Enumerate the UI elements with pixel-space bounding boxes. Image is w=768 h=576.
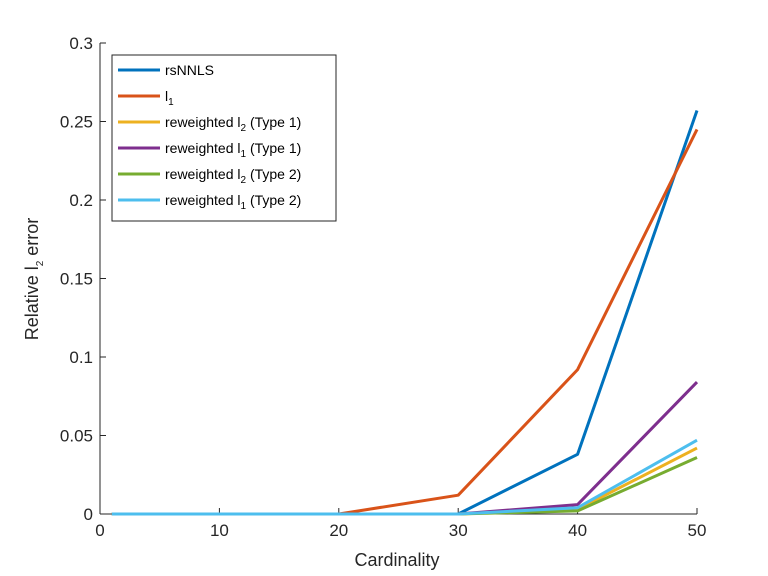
x-axis-label: Cardinality bbox=[354, 550, 439, 570]
x-tick-label: 40 bbox=[568, 521, 587, 540]
legend-label: reweighted l1 (Type 2) bbox=[165, 192, 301, 212]
x-tick-label: 50 bbox=[688, 521, 707, 540]
y-tick-label: 0.3 bbox=[69, 34, 93, 53]
y-tick-label: 0.15 bbox=[60, 270, 93, 289]
y-tick-label: 0.25 bbox=[60, 113, 93, 132]
x-tick-label: 10 bbox=[210, 521, 229, 540]
series-line-6 bbox=[111, 438, 698, 516]
legend-label: reweighted l2 (Type 2) bbox=[165, 166, 301, 186]
x-tick-label: 0 bbox=[95, 521, 104, 540]
y-tick-label: 0.05 bbox=[60, 427, 93, 446]
svg-text:Relative l2 error: Relative l2 error bbox=[22, 218, 46, 341]
x-tick-label: 20 bbox=[329, 521, 348, 540]
y-axis-label: Relative l2 error bbox=[22, 218, 46, 341]
y-tick-label: 0 bbox=[84, 505, 93, 524]
legend: rsNNLS l1 reweighted l2 (Type 1) reweighted… bbox=[111, 54, 337, 222]
series-layer bbox=[111, 110, 699, 516]
legend-label: rsNNLS bbox=[165, 62, 214, 78]
y-tick-label: 0.2 bbox=[69, 191, 93, 210]
legend-label: l1 bbox=[165, 88, 174, 108]
legend-label: reweighted l1 (Type 1) bbox=[165, 140, 301, 160]
y-tick-label: 0.1 bbox=[69, 348, 93, 367]
legend-box bbox=[111, 54, 337, 222]
x-tick-label: 30 bbox=[449, 521, 468, 540]
legend-label: reweighted l2 (Type 1) bbox=[165, 114, 301, 134]
